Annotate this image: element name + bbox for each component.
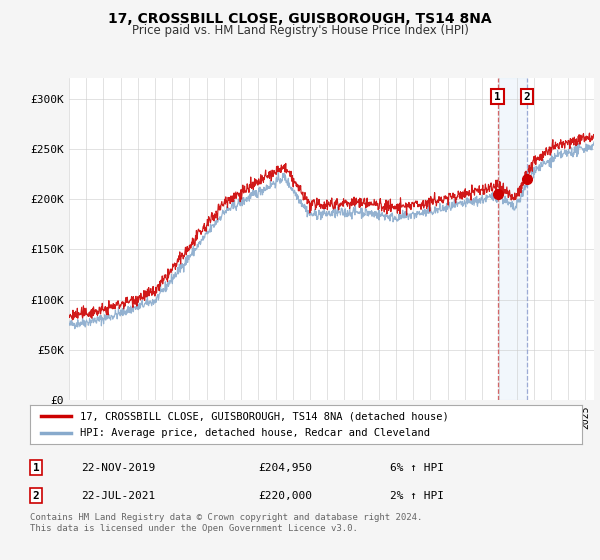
Bar bbox=[497, 78, 527, 400]
Text: 22-JUL-2021: 22-JUL-2021 bbox=[81, 491, 155, 501]
Text: 1: 1 bbox=[494, 91, 501, 101]
Text: 17, CROSSBILL CLOSE, GUISBOROUGH, TS14 8NA (detached house): 17, CROSSBILL CLOSE, GUISBOROUGH, TS14 8… bbox=[80, 411, 448, 421]
Text: Contains HM Land Registry data © Crown copyright and database right 2024.: Contains HM Land Registry data © Crown c… bbox=[30, 513, 422, 522]
Text: 22-NOV-2019: 22-NOV-2019 bbox=[81, 463, 155, 473]
Text: HPI: Average price, detached house, Redcar and Cleveland: HPI: Average price, detached house, Redc… bbox=[80, 428, 430, 438]
Text: 6% ↑ HPI: 6% ↑ HPI bbox=[390, 463, 444, 473]
Text: £204,950: £204,950 bbox=[258, 463, 312, 473]
Text: Price paid vs. HM Land Registry's House Price Index (HPI): Price paid vs. HM Land Registry's House … bbox=[131, 24, 469, 37]
Text: 2% ↑ HPI: 2% ↑ HPI bbox=[390, 491, 444, 501]
Text: £220,000: £220,000 bbox=[258, 491, 312, 501]
Text: This data is licensed under the Open Government Licence v3.0.: This data is licensed under the Open Gov… bbox=[30, 524, 358, 533]
Text: 1: 1 bbox=[32, 463, 40, 473]
Text: 17, CROSSBILL CLOSE, GUISBOROUGH, TS14 8NA: 17, CROSSBILL CLOSE, GUISBOROUGH, TS14 8… bbox=[108, 12, 492, 26]
Text: 2: 2 bbox=[523, 91, 530, 101]
Text: 2: 2 bbox=[32, 491, 40, 501]
